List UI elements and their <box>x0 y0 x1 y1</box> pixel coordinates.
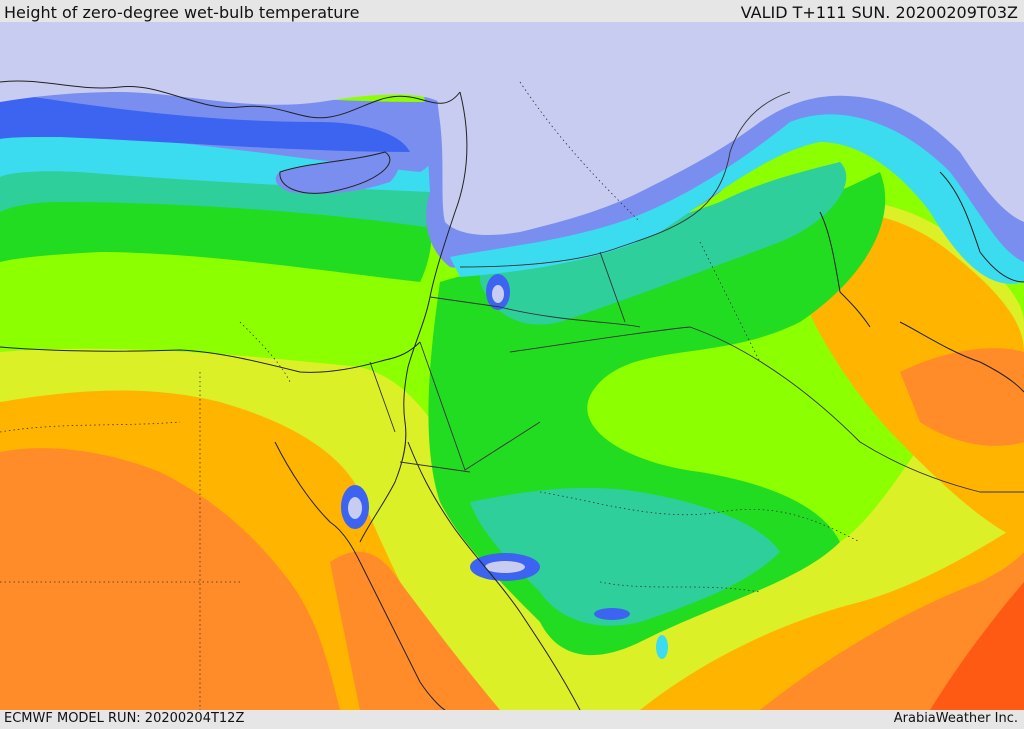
borders <box>369 91 1024 493</box>
forecast-map[interactable] <box>0 22 1024 710</box>
model-run-label: ECMWF MODEL RUN: 20200204T12Z <box>4 711 245 726</box>
internal-boundaries <box>0 81 861 710</box>
field-lavender-turkey <box>430 22 1024 235</box>
field-cyan-turkey <box>450 114 1024 284</box>
footer-bar: ECMWF MODEL RUN: 20200204T12Z ArabiaWeat… <box>0 710 1024 729</box>
field-teal-levant <box>480 162 847 325</box>
feature-sinai-low-inner <box>348 497 362 519</box>
feature-hejaz-low-inner <box>485 561 525 573</box>
feature-south-low <box>594 608 630 620</box>
coastlines <box>0 80 1024 710</box>
field-blue-cyprus <box>275 152 399 194</box>
feature-yemen-low <box>656 635 668 659</box>
field-deepblue-med <box>0 92 410 152</box>
field-darkorange-sudan <box>0 448 340 710</box>
header-bar: Height of zero-degree wet-bulb temperatu… <box>0 0 1024 22</box>
valid-time: VALID T+111 SUN. 20200209T03Z <box>740 3 1018 22</box>
map-title: Height of zero-degree wet-bulb temperatu… <box>4 3 360 22</box>
field-darkorange-gulf <box>900 348 1024 446</box>
feature-levant-low-inner <box>492 285 504 303</box>
field-darkorange-redsea <box>330 551 500 710</box>
field-redorange-se <box>930 582 1024 710</box>
credit-label: ArabiaWeather Inc. <box>893 711 1018 726</box>
field-teal-arabia <box>470 487 780 626</box>
field-lavender-north <box>0 22 440 105</box>
